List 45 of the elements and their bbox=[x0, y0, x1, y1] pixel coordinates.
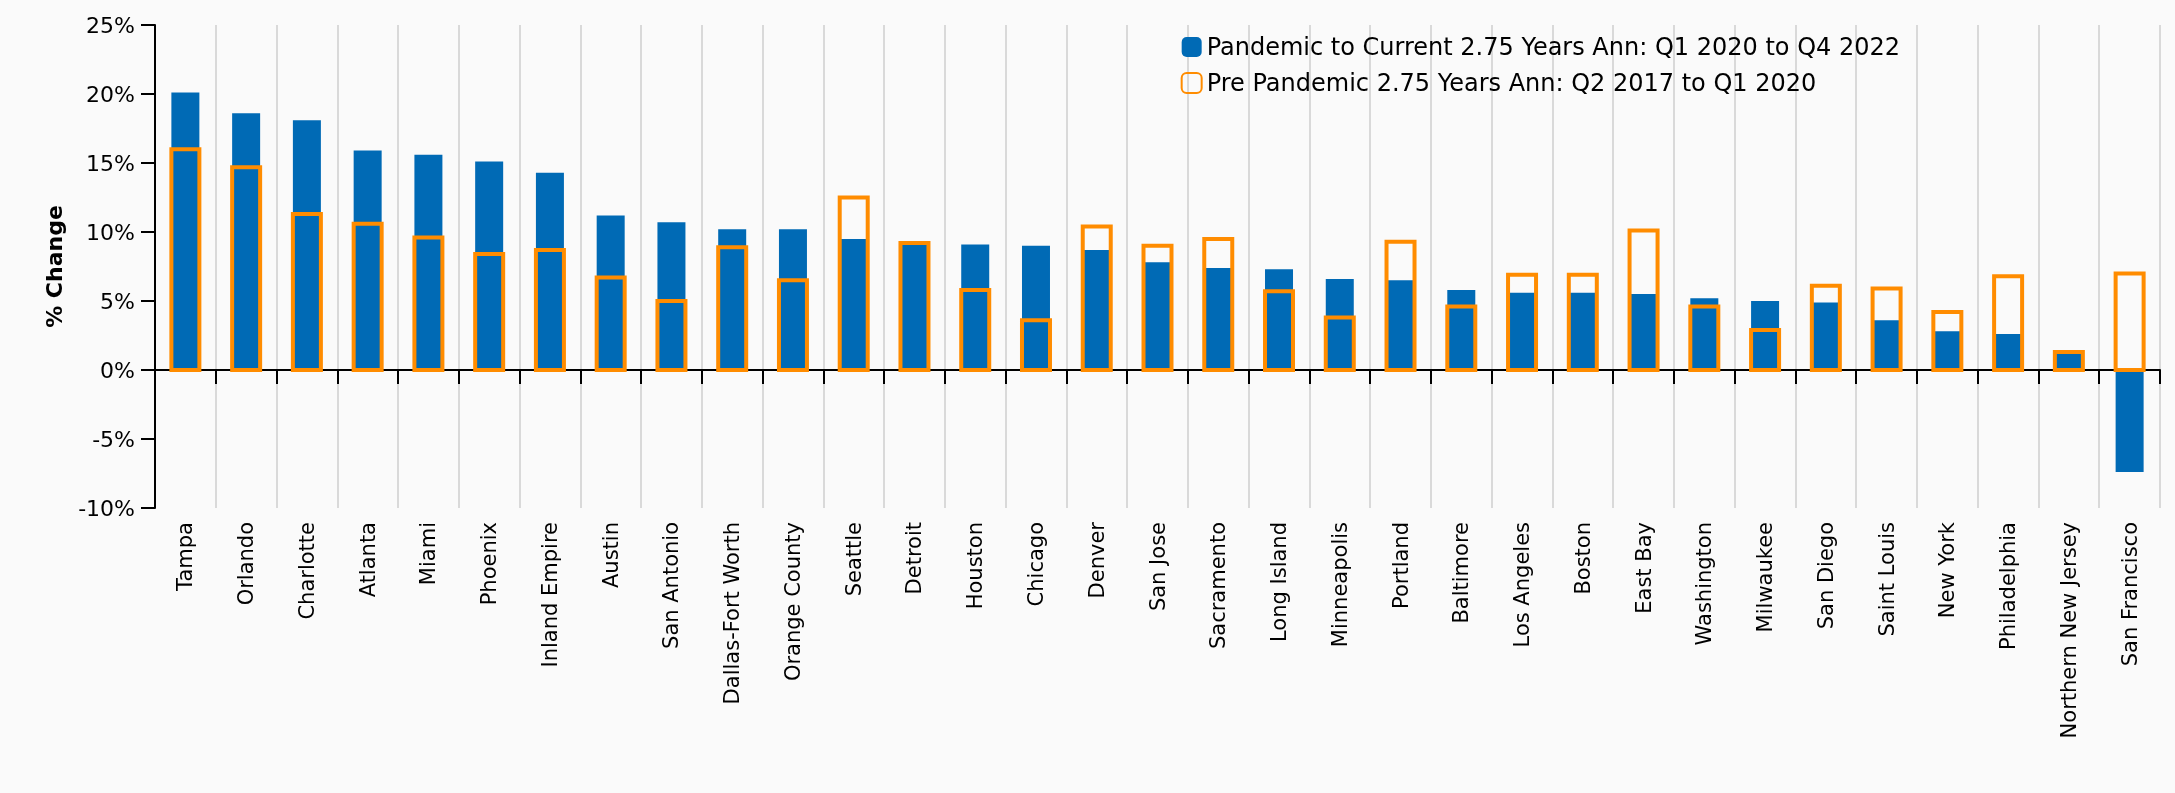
x-tick-label: San Jose bbox=[1145, 522, 1170, 612]
y-tick-label: 0% bbox=[100, 357, 135, 383]
x-tick-label: Inland Empire bbox=[537, 522, 562, 668]
y-tick-label: 25% bbox=[86, 12, 135, 38]
x-tick-label: Portland bbox=[1388, 522, 1413, 609]
x-tick-label: Boston bbox=[1570, 522, 1595, 595]
x-tick-label: Denver bbox=[1084, 521, 1109, 599]
x-tick-label: Saint Louis bbox=[1874, 522, 1899, 637]
y-axis-title: % Change bbox=[41, 205, 67, 328]
y-tick-label: -10% bbox=[78, 495, 135, 521]
x-tick-label: Phoenix bbox=[477, 522, 502, 606]
x-tick-label: Milwaukee bbox=[1753, 522, 1778, 633]
x-tick-label: Seattle bbox=[841, 522, 866, 597]
y-tick-label: 20% bbox=[86, 81, 135, 107]
x-tick-label: Northern New Jersey bbox=[2056, 522, 2081, 739]
x-tick-label: Detroit bbox=[902, 522, 927, 595]
x-tick-label: Dallas-Fort Worth bbox=[720, 522, 745, 705]
y-tick-label: 5% bbox=[100, 288, 135, 314]
x-tick-label: Charlotte bbox=[294, 522, 319, 620]
x-tick-label: East Bay bbox=[1631, 522, 1656, 614]
y-tick-label: 10% bbox=[86, 219, 135, 245]
x-tick-label: San Diego bbox=[1813, 522, 1838, 630]
x-tick-label: Houston bbox=[963, 522, 988, 610]
x-tick-label: Orange County bbox=[780, 522, 805, 682]
x-tick-label: Chicago bbox=[1023, 522, 1048, 607]
x-tick-label: Los Angeles bbox=[1510, 522, 1535, 648]
x-tick-label: Atlanta bbox=[355, 522, 380, 598]
x-tick-label: Long Island bbox=[1267, 522, 1292, 642]
legend-label: Pandemic to Current 2.75 Years Ann: Q1 2020 to Q4 2022 bbox=[1206, 33, 1900, 61]
bar bbox=[2115, 370, 2144, 473]
x-tick-label: Austin bbox=[598, 522, 623, 588]
x-tick-label: Minneapolis bbox=[1327, 522, 1352, 648]
x-tick-label: Orlando bbox=[234, 522, 259, 606]
x-tick-label: Tampa bbox=[173, 522, 198, 592]
y-tick-label: 15% bbox=[86, 150, 135, 176]
x-tick-label: Baltimore bbox=[1449, 522, 1474, 624]
x-tick-label: Miami bbox=[416, 522, 441, 586]
x-tick-label: Washington bbox=[1692, 522, 1717, 646]
x-tick-label: San Francisco bbox=[2117, 522, 2142, 667]
x-tick-label: New York bbox=[1935, 521, 1960, 619]
x-tick-label: Philadelphia bbox=[1996, 522, 2021, 650]
x-tick-label: Sacramento bbox=[1206, 522, 1231, 650]
x-tick-label: San Antonio bbox=[659, 522, 684, 649]
y-tick-label: -5% bbox=[92, 426, 135, 452]
legend-label: Pre Pandemic 2.75 Years Ann: Q2 2017 to Q1 2020 bbox=[1206, 69, 1817, 97]
